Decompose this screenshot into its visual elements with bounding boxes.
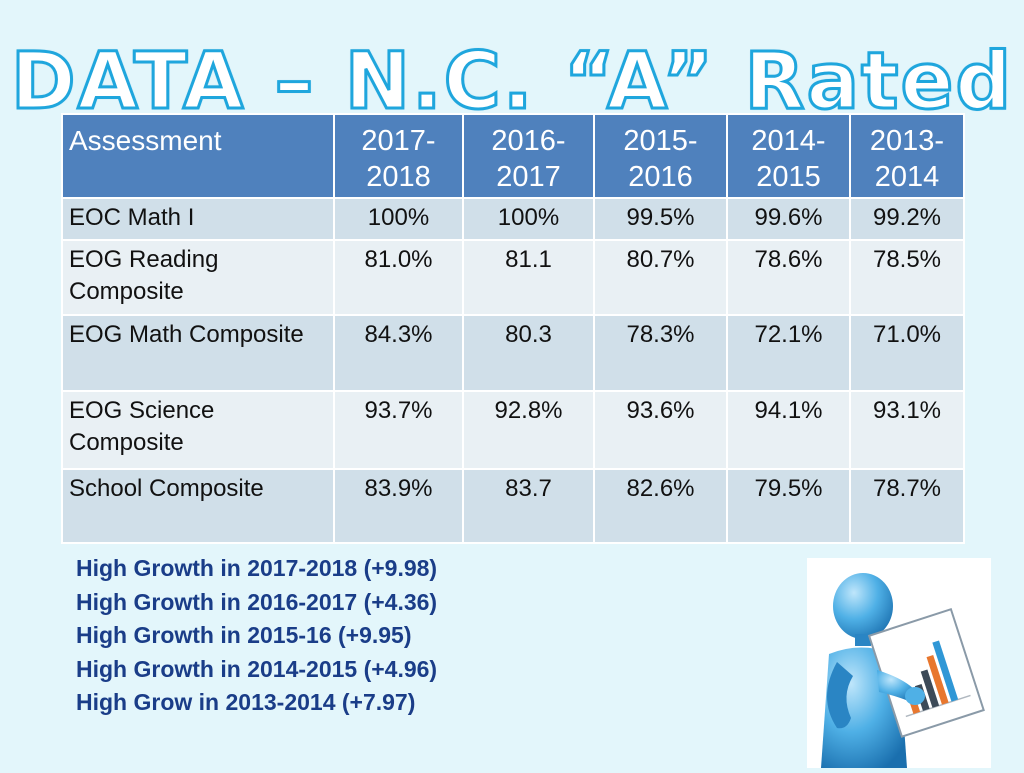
table-cell: 71.0% <box>849 314 965 392</box>
header-cell-year: 2016- 2017 <box>462 113 595 199</box>
table-cell: 100% <box>462 197 595 241</box>
row-label: EOG Reading Composite <box>61 239 335 316</box>
table-cell: 80.7% <box>593 239 728 316</box>
growth-item: High Grow in 2013-2014 (+7.97) <box>76 689 416 715</box>
header-cell-year: 2014- 2015 <box>726 113 851 199</box>
row-label: EOG Science Composite <box>61 390 335 470</box>
table-cell: 93.1% <box>849 390 965 470</box>
growth-item: High Growth in 2015-16 (+9.95) <box>76 622 412 648</box>
row-label: EOC Math I <box>61 197 335 241</box>
table-cell: 79.5% <box>726 468 851 544</box>
table-row: EOG Reading Composite 81.0% 81.1 80.7% 7… <box>61 239 965 316</box>
table-cell: 94.1% <box>726 390 851 470</box>
growth-item: High Growth in 2014-2015 (+4.96) <box>76 655 438 682</box>
assessment-table: Assessment 2017- 2018 2016- 2017 2015- 2… <box>61 113 965 544</box>
table-cell: 99.6% <box>726 197 851 241</box>
table-cell: 78.3% <box>593 314 728 392</box>
growth-list: High Growth in 2017-2018 (+9.98) High Gr… <box>76 552 546 720</box>
table-cell: 100% <box>333 197 464 241</box>
header-cell-year: 2017- 2018 <box>333 113 464 199</box>
table-cell: 78.7% <box>849 468 965 544</box>
table-cell: 82.6% <box>593 468 728 544</box>
table-cell: 99.2% <box>849 197 965 241</box>
table-cell: 72.1% <box>726 314 851 392</box>
table-cell: 78.5% <box>849 239 965 316</box>
table-cell: 93.7% <box>333 390 464 470</box>
table-cell: 92.8% <box>462 390 595 470</box>
table-cell: 81.0% <box>333 239 464 316</box>
header-cell-year: 2015- 2016 <box>593 113 728 199</box>
header-cell-assessment: Assessment <box>61 113 335 199</box>
page-title: DATA – N.C. “A” Rated <box>9 37 1014 127</box>
table-cell: 78.6% <box>726 239 851 316</box>
table-cell: 81.1 <box>462 239 595 316</box>
growth-item: High Growth in 2016-2017 (+4.36) <box>76 588 438 615</box>
table-cell: 84.3% <box>333 314 464 392</box>
person-holding-chart-icon <box>807 558 991 768</box>
table-cell: 93.6% <box>593 390 728 470</box>
header-cell-year: 2013- 2014 <box>849 113 965 199</box>
table-cell: 99.5% <box>593 197 728 241</box>
table-row: EOC Math I 100% 100% 99.5% 99.6% 99.2% <box>61 197 965 241</box>
table-cell: 80.3 <box>462 314 595 392</box>
table-row: EOG Science Composite 93.7% 92.8% 93.6% … <box>61 390 965 470</box>
table-cell: 83.7 <box>462 468 595 544</box>
table-cell: 83.9% <box>333 468 464 544</box>
growth-item: High Growth in 2017-2018 (+9.98) <box>76 555 438 581</box>
table-row: School Composite 83.9% 83.7 82.6% 79.5% … <box>61 468 965 544</box>
row-label: School Composite <box>61 468 335 544</box>
table-header-row: Assessment 2017- 2018 2016- 2017 2015- 2… <box>61 113 965 199</box>
table-row: EOG Math Composite 84.3% 80.3 78.3% 72.1… <box>61 314 965 392</box>
row-label: EOG Math Composite <box>61 314 335 392</box>
